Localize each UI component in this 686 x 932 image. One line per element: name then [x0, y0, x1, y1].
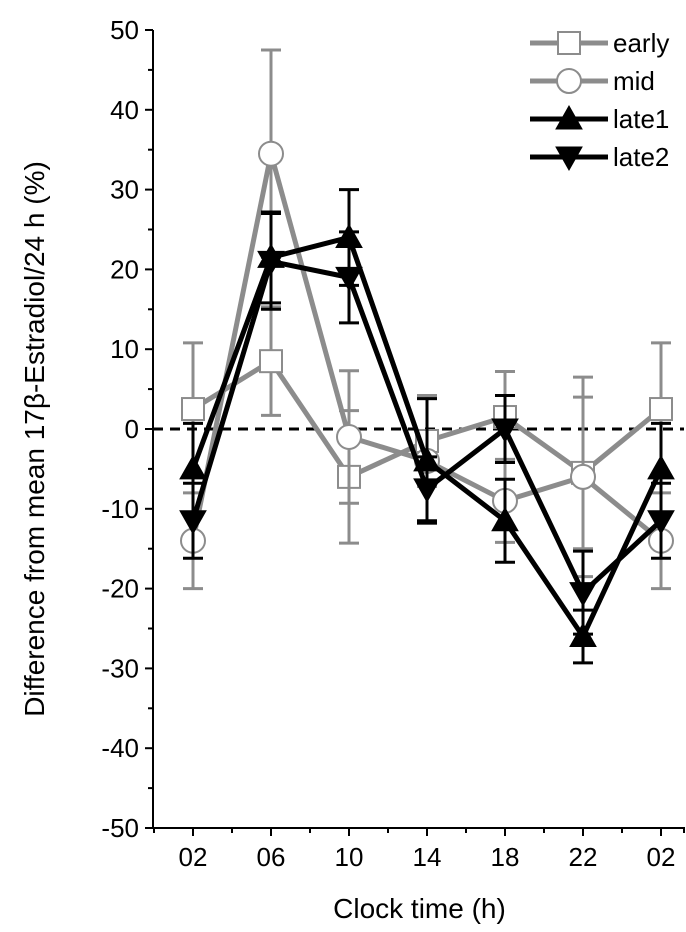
- x-tick-label: 18: [491, 842, 520, 872]
- x-axis-title: Clock time (h): [333, 893, 506, 924]
- data-point: [179, 510, 207, 535]
- y-tick-label: -50: [101, 813, 139, 843]
- data-point: [570, 463, 596, 490]
- data-point: [491, 506, 519, 532]
- series-late2: [179, 212, 675, 636]
- y-tick-label: -20: [101, 574, 139, 604]
- data-point: [258, 140, 284, 167]
- legend-item-early: early: [530, 28, 669, 58]
- data-point: [257, 250, 285, 276]
- y-tick-label: 30: [110, 175, 139, 205]
- y-tick-label: -30: [101, 653, 139, 683]
- legend-label: early: [613, 28, 669, 58]
- legend-item-late2: late2: [530, 142, 669, 172]
- y-tick-label: -10: [101, 494, 139, 524]
- legend-marker: [555, 104, 583, 130]
- x-tick-label: 10: [335, 842, 364, 872]
- axes: -50 -40 -30 -20 -10 0 10 20 30 40 50 02 06 10 14 18 22 02: [101, 15, 685, 872]
- legend-item-late1: late1: [530, 104, 669, 134]
- legend-marker: [557, 31, 581, 55]
- x-tick-label: 02: [179, 842, 208, 872]
- y-tick-label: 50: [110, 15, 139, 45]
- legend-item-mid: mid: [530, 66, 655, 96]
- data-point: [259, 349, 283, 374]
- y-tick-label: 20: [110, 254, 139, 284]
- legend-label: mid: [613, 66, 655, 96]
- legend-label: late2: [613, 142, 669, 172]
- y-tick-label: -40: [101, 733, 139, 763]
- y-tick-label: 10: [110, 334, 139, 364]
- y-axis-title: Difference from mean 17β-Estradiol/24 h …: [19, 161, 50, 717]
- data-point: [649, 397, 673, 422]
- data-point: [569, 582, 597, 607]
- data-point: [647, 510, 675, 535]
- data-point: [336, 423, 362, 450]
- legend-marker: [555, 146, 583, 172]
- data-point: [179, 454, 207, 480]
- data-point: [647, 454, 675, 480]
- data-point: [181, 397, 205, 422]
- legend: early mid late1 late2: [530, 28, 669, 172]
- legend-label: late1: [613, 104, 669, 134]
- x-tick-label: 06: [257, 842, 286, 872]
- y-tick-label: 0: [125, 414, 139, 444]
- data-point: [335, 266, 363, 292]
- data-point: [413, 478, 441, 503]
- x-tick-label: 14: [413, 842, 442, 872]
- series-layer: [179, 48, 675, 665]
- x-tick-label: 02: [647, 842, 676, 872]
- x-tick-label: 22: [569, 842, 598, 872]
- series-late1: [179, 188, 675, 665]
- y-tick-label: 40: [110, 95, 139, 125]
- legend-marker: [556, 68, 582, 94]
- data-point: [491, 418, 519, 444]
